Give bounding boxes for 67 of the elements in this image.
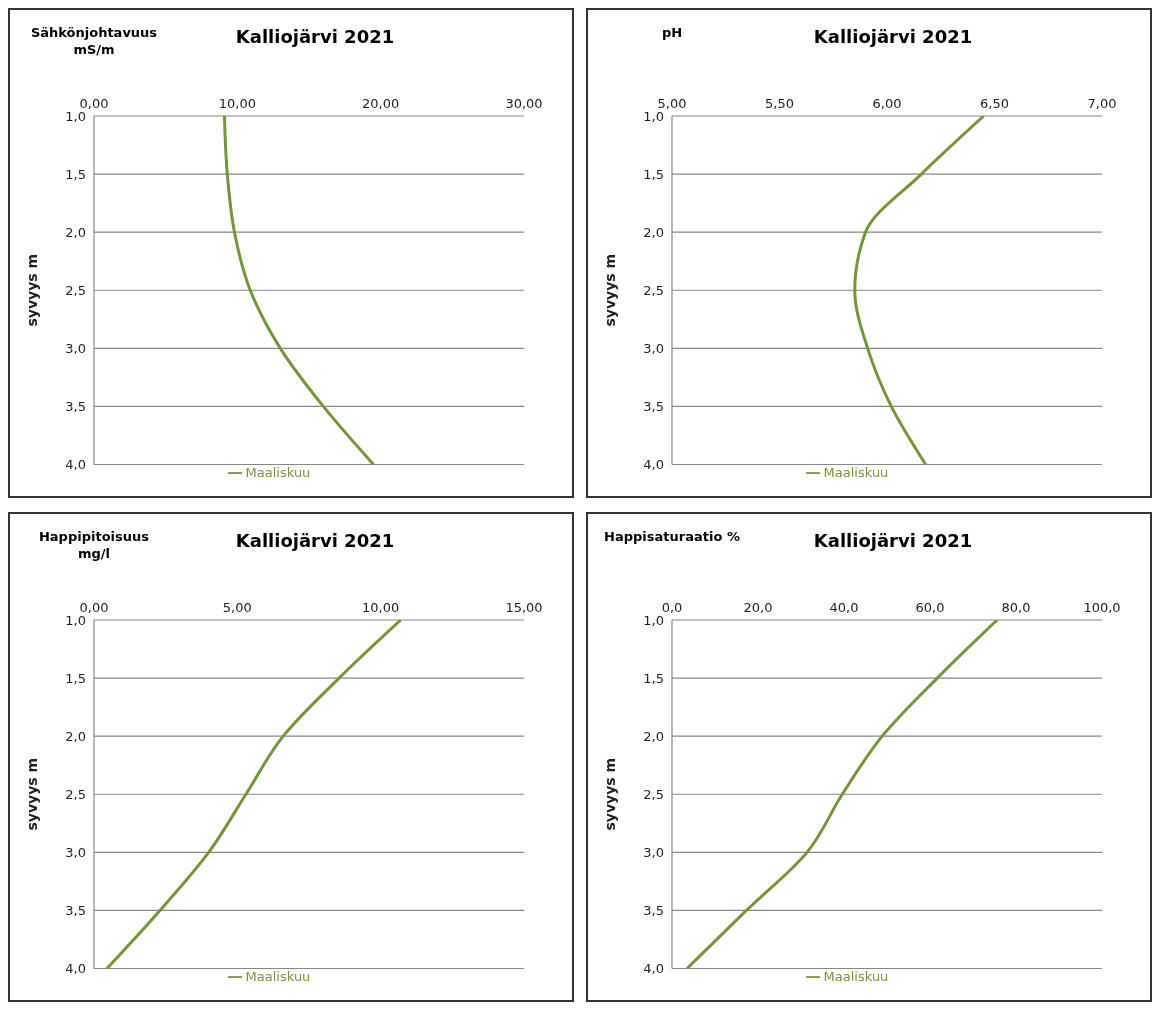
y-tick-label: 3,0 — [65, 340, 86, 356]
line-series — [853, 116, 986, 465]
y-axis-title: syvyys m — [23, 253, 40, 327]
x-tick-label: 5,50 — [765, 96, 794, 111]
x-tick-label: 80,0 — [1001, 600, 1031, 615]
x-tick-label: 20,00 — [362, 96, 400, 111]
x-tick-label: 0,00 — [79, 600, 109, 615]
line-series — [685, 620, 999, 969]
chart-title: Kalliojärvi 2021 — [812, 26, 974, 47]
y-tick-label: 2,5 — [65, 786, 86, 802]
y-tick-label: 3,5 — [643, 903, 664, 919]
y-tick-label: 3,5 — [65, 399, 86, 415]
y-tick-label: 1,5 — [643, 670, 664, 686]
x-tick-label: 5,00 — [222, 600, 252, 615]
x-tick-label: 20,0 — [743, 600, 773, 615]
y-tick-label: 3,5 — [643, 399, 664, 415]
y-axis-title: syvyys m — [601, 253, 618, 327]
chart-title: Kalliojärvi 2021 — [234, 530, 396, 551]
line-series — [105, 620, 403, 969]
x-tick-label: 6,50 — [980, 96, 1009, 111]
x-tick-label: 7,00 — [1087, 96, 1117, 111]
y-tick-label: 1,0 — [65, 612, 86, 628]
legend-label: Maaliskuu — [245, 968, 311, 984]
x-tick-label: 40,0 — [829, 600, 859, 615]
x-tick-label: 6,00 — [872, 96, 902, 111]
x-tick-label: 5,00 — [657, 96, 687, 111]
x-tick-label: 15,00 — [505, 600, 543, 615]
x-axis-title: Happisaturaatio % — [603, 528, 741, 545]
y-tick-label: 3,0 — [643, 844, 664, 860]
x-tick-label: 10,00 — [362, 600, 400, 615]
y-tick-label: 4,0 — [643, 457, 664, 473]
y-tick-label: 1,5 — [65, 166, 86, 182]
legend-label: Maaliskuu — [823, 464, 889, 480]
chart-title: Kalliojärvi 2021 — [234, 26, 396, 47]
y-tick-label: 4,0 — [643, 961, 664, 977]
y-tick-label: 4,0 — [65, 961, 86, 977]
y-tick-label: 3,0 — [643, 340, 664, 356]
x-axis-title: pH — [660, 24, 684, 41]
y-tick-label: 1,0 — [65, 108, 86, 124]
y-tick-label: 2,0 — [643, 224, 664, 240]
y-tick-label: 2,5 — [643, 282, 664, 298]
x-tick-label: 60,0 — [915, 600, 945, 615]
chart-title: Kalliojärvi 2021 — [812, 530, 974, 551]
y-tick-label: 2,0 — [65, 224, 86, 240]
y-tick-label: 2,5 — [65, 282, 86, 298]
y-tick-label: 1,0 — [643, 108, 664, 124]
y-tick-label: 1,5 — [643, 166, 664, 182]
y-tick-label: 1,0 — [643, 612, 664, 628]
x-tick-label: 100,0 — [1083, 600, 1121, 615]
x-tick-label: 0,0 — [661, 600, 683, 615]
line-series — [222, 116, 375, 465]
y-tick-label: 4,0 — [65, 457, 86, 473]
y-tick-label: 2,5 — [643, 786, 664, 802]
y-axis-title: syvyys m — [23, 757, 40, 831]
x-axis-title: Happipitoisuus mg/l — [37, 528, 151, 562]
legend-label: Maaliskuu — [823, 968, 889, 984]
y-tick-label: 1,5 — [65, 670, 86, 686]
x-axis-title: Sähkönjohtavuus mS/m — [29, 24, 159, 58]
y-tick-label: 3,0 — [65, 844, 86, 860]
x-tick-label: 30,00 — [505, 96, 543, 111]
x-tick-label: 0,00 — [79, 96, 109, 111]
y-tick-label: 2,0 — [65, 728, 86, 744]
y-tick-label: 3,5 — [65, 903, 86, 919]
y-axis-title: syvyys m — [601, 757, 618, 831]
x-tick-label: 10,00 — [218, 96, 256, 111]
legend-label: Maaliskuu — [245, 464, 311, 480]
y-tick-label: 2,0 — [643, 728, 664, 744]
